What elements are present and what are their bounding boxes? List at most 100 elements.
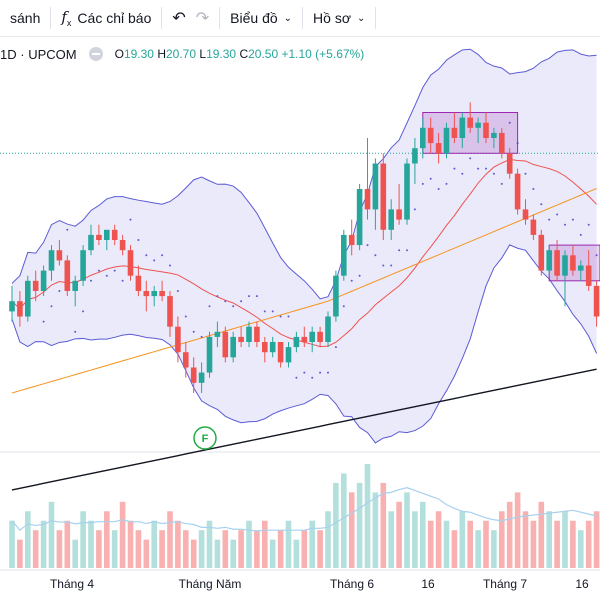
sar-dot <box>358 274 361 277</box>
candle-body <box>32 280 39 291</box>
volume-bar <box>80 511 86 568</box>
volume-bar <box>475 530 481 568</box>
sar-dot <box>311 376 314 379</box>
exchange-label: UPCOM <box>28 46 77 62</box>
candle-body <box>175 326 181 353</box>
sar-dot <box>66 228 69 231</box>
volume-bar <box>262 520 268 568</box>
sar-dot <box>90 279 92 282</box>
candle-body <box>435 143 442 154</box>
volume-bar <box>491 530 497 568</box>
indicators-button[interactable]: fx Các chỉ báo <box>51 0 161 36</box>
candle-body <box>341 234 347 276</box>
volume-bar <box>514 492 521 568</box>
volume-bar <box>167 511 173 568</box>
sar-dot <box>279 315 282 318</box>
symbol-info[interactable]: 1D · UPCOM <box>0 47 77 62</box>
sar-dot <box>255 295 258 298</box>
volume-bar <box>554 520 560 568</box>
legend-separator: · <box>20 46 25 62</box>
candle-body <box>356 189 363 246</box>
profile-button[interactable]: Hồ sơ ⌄ <box>303 0 375 36</box>
volume-bar <box>64 520 71 568</box>
sar-dot <box>224 300 227 303</box>
change-value: +1.10 (+5.67%) <box>281 47 365 61</box>
chevron-down-icon: ⌄ <box>357 12 366 24</box>
volume-bar <box>9 520 15 568</box>
sar-dot <box>374 254 377 257</box>
volume-bar <box>119 501 126 568</box>
candle-body <box>459 117 466 138</box>
candle-body <box>222 331 229 358</box>
sar-dot <box>58 290 61 292</box>
toolbar-divider <box>50 7 52 29</box>
compare-button[interactable]: sánh <box>0 0 50 36</box>
candle-body <box>159 291 165 297</box>
volume-bar <box>546 511 552 568</box>
sar-dot <box>113 269 116 272</box>
sar-dot <box>429 177 432 180</box>
volume-bar <box>420 501 426 568</box>
sar-dot <box>366 244 369 247</box>
candle-body <box>230 336 236 358</box>
candle-body <box>451 127 458 138</box>
toolbar-divider <box>302 7 304 29</box>
undo-button[interactable]: ↶ <box>162 0 195 36</box>
volume-bar <box>459 511 466 568</box>
volume-bar <box>483 520 489 568</box>
candle-body <box>404 163 410 220</box>
candle-body <box>467 117 473 128</box>
candle-body <box>293 336 300 348</box>
volume-bar <box>585 520 592 568</box>
candle-body <box>246 326 252 342</box>
open-value: 19.30 <box>123 47 154 61</box>
volume-bar <box>348 492 355 568</box>
sar-dot <box>477 167 480 170</box>
candle-body <box>585 265 592 286</box>
ma-long-line <box>11 368 597 491</box>
candle-body <box>546 250 552 271</box>
volume-bar <box>522 511 529 568</box>
volume-bar <box>285 520 292 568</box>
x-tick-label: Tháng 6 <box>330 577 374 591</box>
redo-button[interactable]: ↷ <box>196 0 219 36</box>
candle-body <box>554 250 560 276</box>
sar-dot <box>248 295 250 298</box>
low-value: 19.30 <box>206 47 237 61</box>
volume-bar <box>388 511 394 568</box>
sar-dot <box>334 346 337 349</box>
sar-dot <box>271 310 274 313</box>
sar-dot <box>319 371 322 374</box>
candle-body <box>96 234 102 240</box>
collapse-legend-icon[interactable] <box>88 47 103 61</box>
sar-dot <box>200 335 203 338</box>
candle-body <box>56 250 63 261</box>
volume-bar <box>88 520 94 568</box>
volume-bar <box>435 511 442 568</box>
low-key: L <box>199 47 207 61</box>
sar-dot <box>295 376 298 379</box>
volume-bar <box>214 539 221 568</box>
candle-body <box>48 250 55 271</box>
volume-bar <box>246 520 252 568</box>
volume-bar <box>277 530 284 568</box>
volume-bar <box>506 501 513 568</box>
x-tick-label: 16 <box>421 577 435 591</box>
candle-body <box>40 270 47 291</box>
volume-bar <box>104 511 110 568</box>
candle-body <box>88 234 94 251</box>
sar-dot <box>508 121 511 124</box>
candle-body <box>483 122 489 138</box>
candle-body <box>578 265 584 271</box>
sar-dot <box>492 172 495 175</box>
sar-dot <box>208 305 211 308</box>
sar-dot <box>153 259 156 262</box>
volume-bar <box>538 501 545 568</box>
volume-bar <box>396 501 402 568</box>
candle-body <box>443 127 450 154</box>
chart-type-button[interactable]: Biểu đồ ⌄ <box>220 0 302 36</box>
candle-body <box>80 250 86 281</box>
sar-dot <box>192 330 195 333</box>
x-tick-label: 16 <box>575 577 589 591</box>
